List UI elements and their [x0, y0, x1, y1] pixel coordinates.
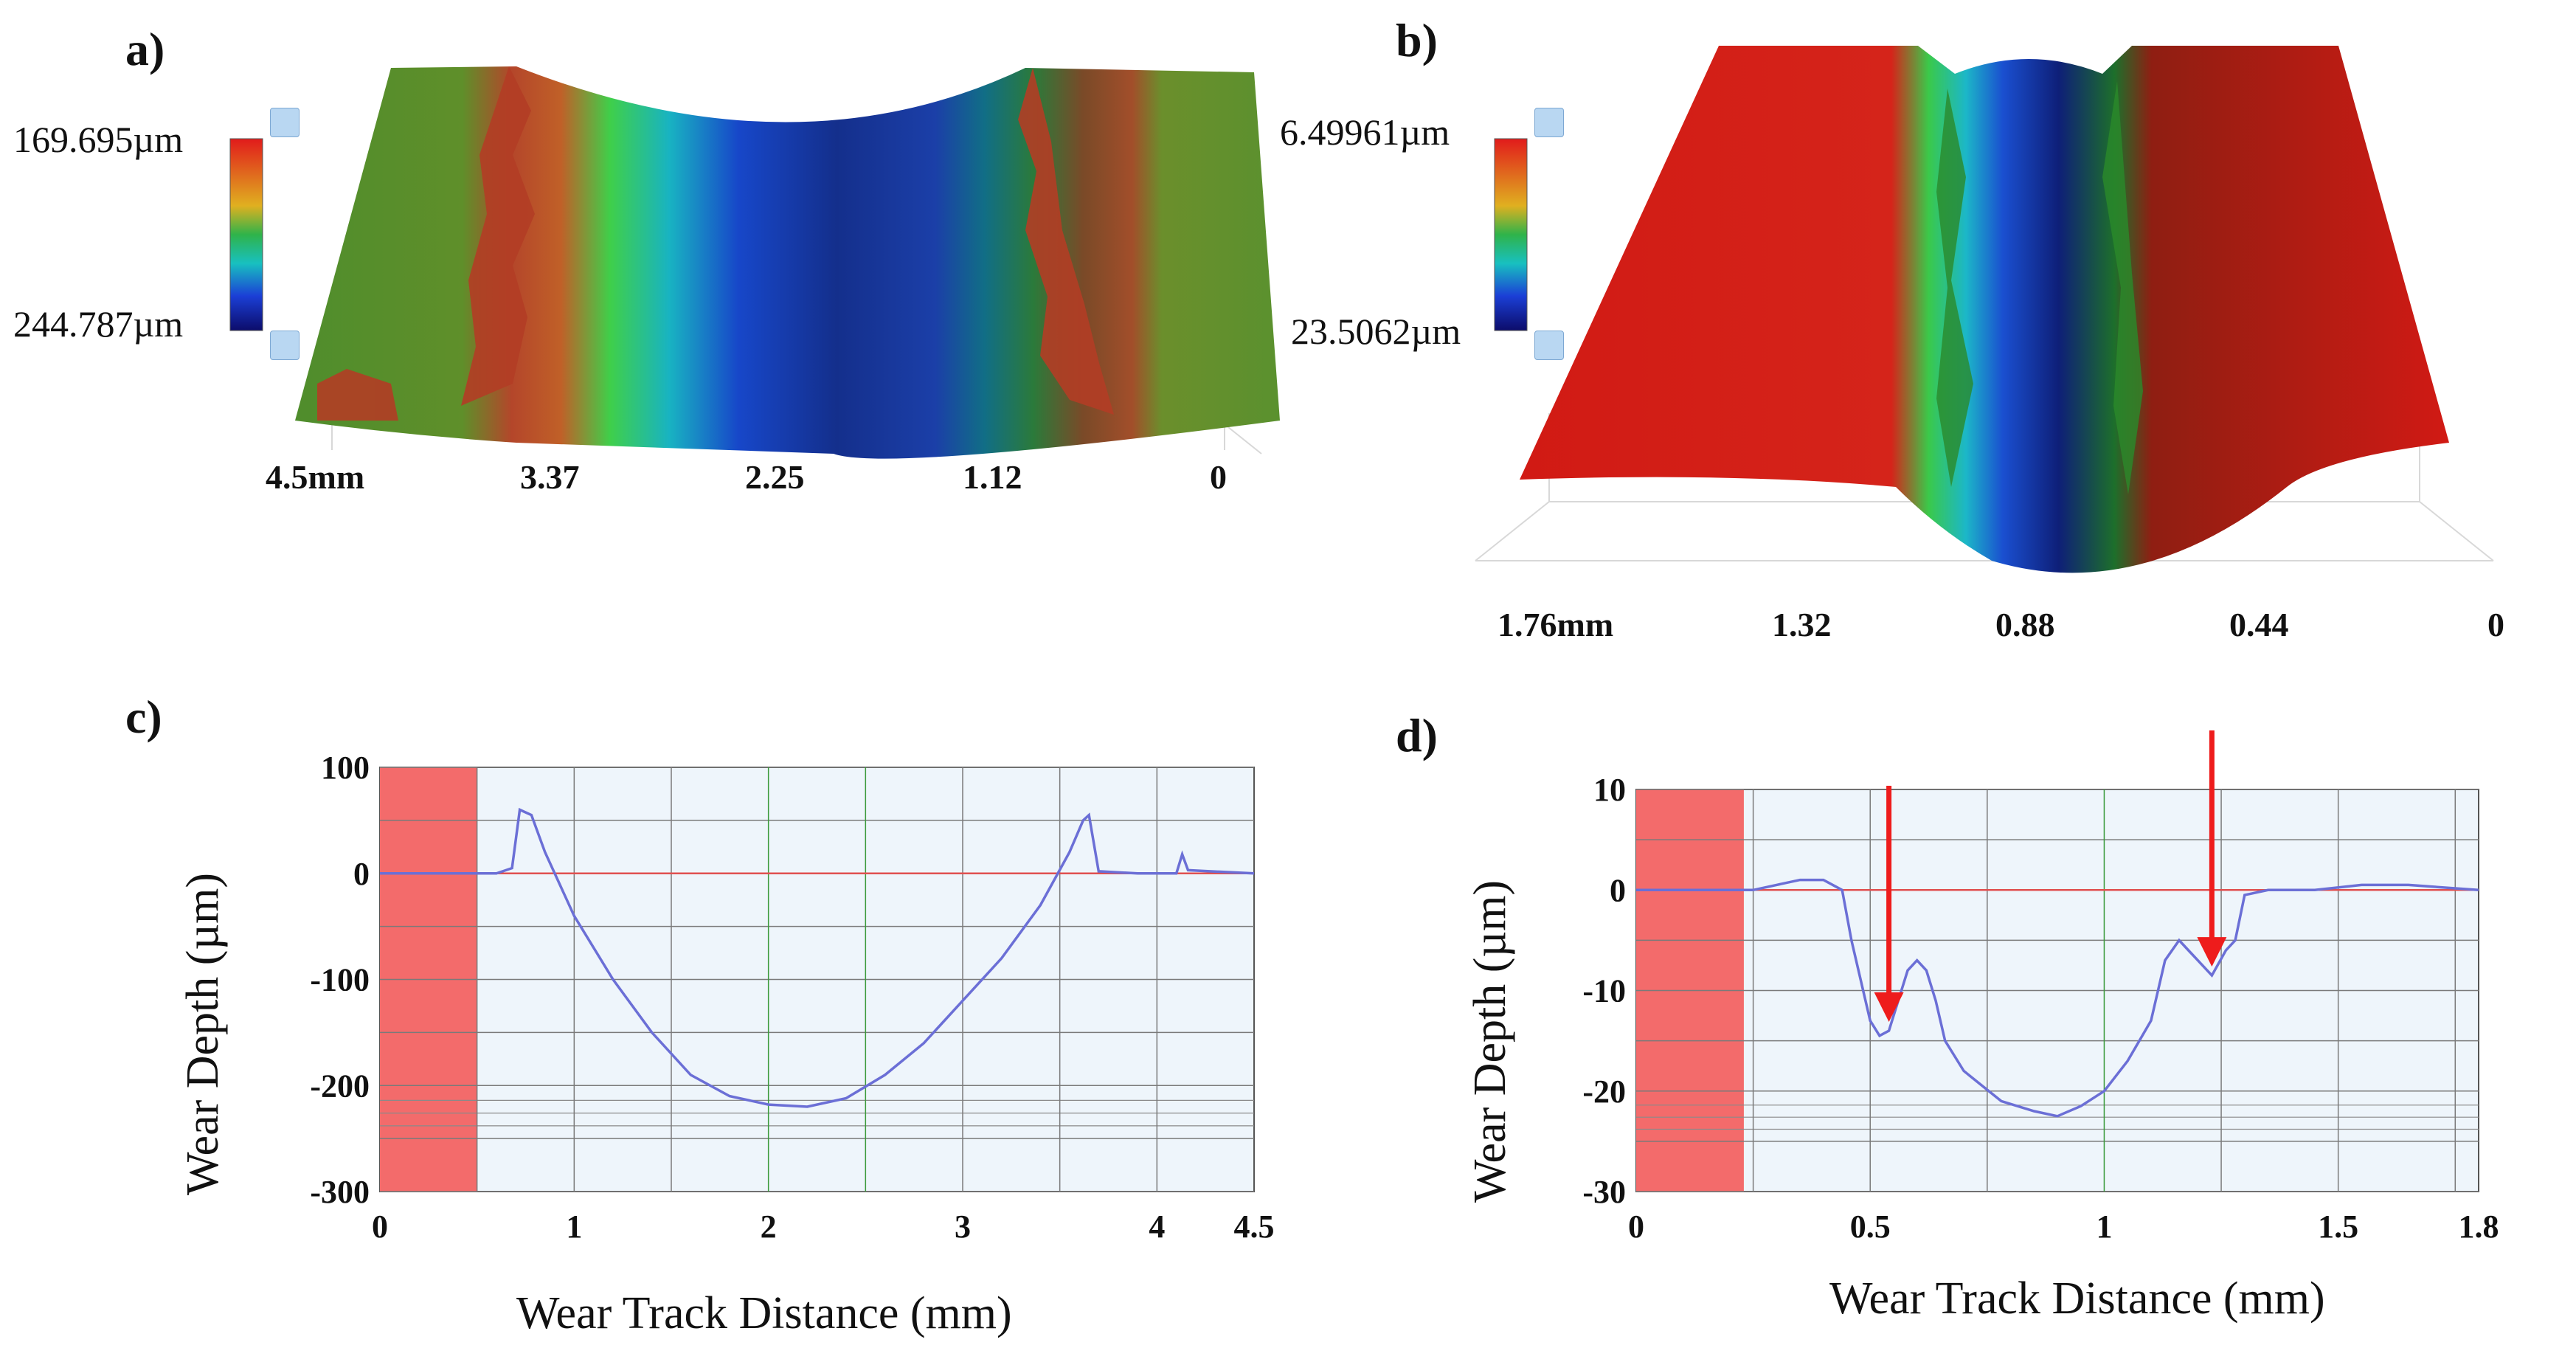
panel-label-a: a)	[125, 23, 165, 75]
chart-c-x-tick-label: 4.5	[1234, 1209, 1275, 1245]
surface-b-body	[1520, 46, 2449, 573]
panel-label-b: b)	[1396, 14, 1438, 66]
surface-b-track-edges	[1936, 81, 2143, 494]
chart-c-x-tick-label: 3	[955, 1209, 971, 1245]
chart-d-arrow-head	[1874, 992, 1904, 1022]
chart-c-y-tick-label: -300	[310, 1174, 370, 1210]
surface-b-x-tick: 0.88	[1995, 606, 2055, 643]
chart-c-x-tick-label: 2	[761, 1209, 777, 1245]
color-scale-a	[229, 138, 263, 331]
chart-d-y-tick-label: -20	[1582, 1074, 1626, 1110]
scale-a-top-button[interactable]	[270, 108, 300, 137]
chart-c-y-tick-label: -100	[310, 962, 370, 998]
surface-b-x-tick: 1.32	[1772, 606, 1832, 643]
surface-b-x-tick: 1.76mm	[1498, 606, 1614, 643]
chart-c-x-tick-label: 4	[1149, 1209, 1165, 1245]
surface-a-x-tick: 2.25	[745, 458, 805, 496]
surface-a-x-tick: 1.12	[963, 458, 1022, 496]
chart-d-y-label: Wear Depth (µm)	[1465, 880, 1515, 1203]
chart-d-x-tick-label: 0	[1628, 1209, 1644, 1245]
chart-d-x-tick-label: 1.8	[2459, 1209, 2499, 1245]
chart-d-arrow-head	[2197, 937, 2227, 967]
chart-c-y-tick-label: 100	[321, 750, 370, 786]
scale-b-top-value: 6.49961µm	[1280, 111, 1450, 153]
surface-a-x-tick: 3.37	[520, 458, 580, 496]
chart-c-x-tick-label: 1	[566, 1209, 582, 1245]
chart-d-y-tick-label: 0	[1610, 872, 1626, 908]
scale-a-bottom-button[interactable]	[270, 331, 300, 360]
scale-b-bottom-value: 23.5062µm	[1291, 311, 1461, 352]
chart-d-y-tick-label: -30	[1582, 1174, 1626, 1210]
chart-d-group: 100-10-20-300 0.5 1 1.5 1.8	[1582, 730, 2499, 1245]
chart-c-x-tick-label: 0	[372, 1209, 388, 1245]
chart-d-y-tick-label: -10	[1582, 973, 1626, 1009]
color-scale-b	[1494, 138, 1528, 331]
scale-a-top-value: 169.695µm	[13, 119, 184, 160]
surface-a-edges	[317, 66, 1114, 421]
surface-a-x-tick: 0	[1210, 458, 1227, 496]
chart-c-x-label: Wear Track Distance (mm)	[516, 1288, 1012, 1338]
chart-d-x-tick-label: 1	[2096, 1209, 2112, 1245]
surface-a-x-tick: 4.5mm	[266, 458, 365, 496]
surface-3d-b	[1475, 46, 2494, 573]
surface-a-body	[295, 66, 1280, 459]
scale-b-bottom-button[interactable]	[1534, 331, 1564, 360]
chart-c-y-tick-label: -200	[310, 1068, 370, 1104]
panel-label-c: c)	[125, 691, 162, 743]
chart-c-y-tick-label: 0	[353, 856, 370, 892]
surface-3d-a	[229, 66, 1280, 459]
chart-d-x-tick-label: 1.5	[2318, 1209, 2358, 1245]
panel-label-d: d)	[1396, 709, 1438, 761]
chart-d-x-label: Wear Track Distance (mm)	[1829, 1273, 2325, 1324]
chart-c-y-label: Wear Depth (µm)	[178, 873, 228, 1195]
scale-a-bottom-value: 244.787µm	[13, 303, 184, 345]
chart-d-x-tick-label: 0.5	[1850, 1209, 1891, 1245]
surface-b-x-tick: 0.44	[2229, 606, 2289, 643]
scale-b-top-button[interactable]	[1534, 108, 1564, 137]
chart-d-y-tick-label: 10	[1593, 772, 1626, 808]
surface-b-x-tick: 0	[2487, 606, 2504, 643]
